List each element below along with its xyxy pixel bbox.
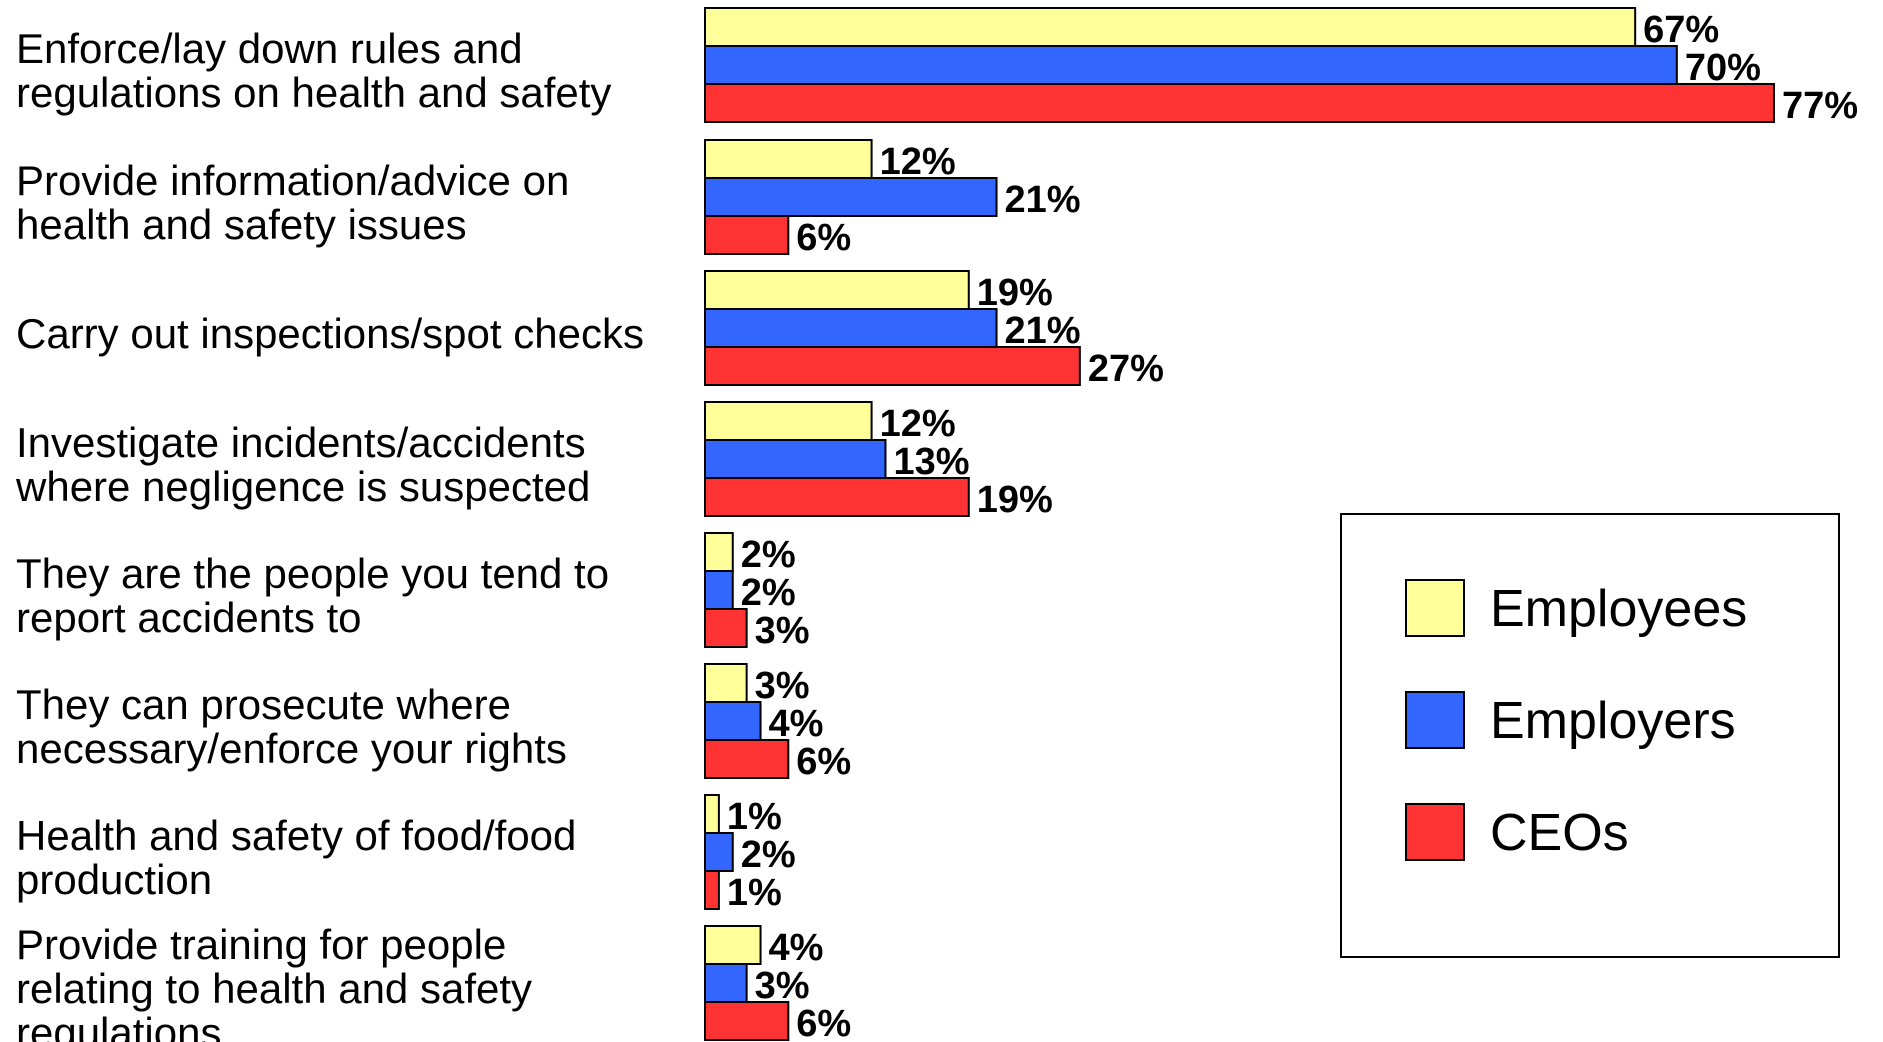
bar-employees [704,663,748,703]
bar-employees [704,925,762,965]
category-label: Carry out inspections/spot checks [16,310,644,357]
bar-employees [704,532,734,572]
category-label-line: health and safety issues [16,201,467,248]
value-label: 19% [977,479,1053,521]
legend: Employees Employers CEOs [1340,513,1840,958]
category-label: Enforce/lay down rules and regulations on… [16,25,611,116]
category-label-line: They can prosecute where [16,681,511,728]
bar-employers [704,963,748,1003]
legend-swatch-employers [1405,691,1465,749]
bar-employers [704,570,734,610]
category-label: Provide information/advice on health and … [16,157,569,248]
category-label: They are the people you tend to report ac… [16,550,609,641]
bars [704,7,1775,1041]
value-label: 21% [1005,179,1081,221]
category-label-line: production [16,856,212,903]
bar-employees [704,7,1637,47]
value-label: 4% [769,927,824,969]
category-label-line: They are the people you tend to [16,550,609,597]
value-label: 6% [796,741,851,783]
category-label-line: necessary/enforce your rights [16,725,567,772]
value-label: 2% [741,834,796,876]
value-label: 4% [769,703,824,745]
category-label-line: report accidents to [16,594,362,641]
value-label: 12% [880,403,956,445]
value-label: 3% [755,965,810,1007]
bar-employers [704,701,762,741]
value-label: 1% [727,796,782,838]
value-label: 2% [741,534,796,576]
legend-label-employers: Employers [1490,692,1736,750]
value-label: 1% [727,872,782,914]
category-labels: Enforce/lay down rules and regulations on… [15,25,644,1042]
value-label: 27% [1088,348,1164,390]
category-label: Investigate incidents/accidents where neg… [15,419,590,510]
value-label: 70% [1685,47,1761,89]
bar-ceos [704,870,720,910]
category-label-line: Enforce/lay down rules and [16,25,523,72]
value-label: 13% [893,441,969,483]
value-label: 21% [1005,310,1081,352]
bar-ceos [704,1001,790,1041]
bar-ceos [704,739,790,779]
value-label: 3% [755,610,810,652]
bar-employers [704,439,887,479]
value-label: 6% [796,217,851,259]
category-label: Provide training for people relating to h… [16,921,532,1042]
legend-swatch-ceos [1405,803,1465,861]
bar-employers [704,45,1678,85]
category-label-line: relating to health and safety [16,965,532,1012]
category-label: They can prosecute where necessary/enforc… [16,681,567,772]
value-label: 77% [1782,85,1858,127]
category-label-line: Provide training for people [16,921,506,968]
value-label: 2% [741,572,796,614]
value-label: 3% [755,665,810,707]
category-label-line: Provide information/advice on [16,157,569,204]
bar-ceos [704,608,748,648]
bar-employees [704,794,720,834]
value-labels: 67%70%77%12%21%6%19%21%27%12%13%19%2%2%3… [727,9,1858,1042]
category-label-line: regulations [16,1009,221,1042]
category-label-line: Health and safety of food/food [16,812,576,859]
category-label-line: where negligence is suspected [15,463,590,510]
legend-label-employees: Employees [1490,580,1747,638]
bar-ceos [704,83,1775,123]
legend-label-ceos: CEOs [1490,804,1629,862]
category-label: Health and safety of food/food production [16,812,576,903]
bar-employees [704,270,970,310]
value-label: 6% [796,1003,851,1042]
bar-employers [704,832,734,872]
category-label-line: Carry out inspections/spot checks [16,310,644,357]
category-label-line: Investigate incidents/accidents [16,419,586,466]
value-label: 12% [880,141,956,183]
legend-swatch-employees [1405,579,1465,637]
category-label-line: regulations on health and safety [16,69,611,116]
bar-ceos [704,346,1081,386]
bar-employees [704,401,873,441]
bar-employees [704,139,873,179]
bar-ceos [704,477,970,517]
bar-employers [704,308,998,348]
bar-employers [704,177,998,217]
value-label: 67% [1643,9,1719,51]
value-label: 19% [977,272,1053,314]
bar-ceos [704,215,790,255]
